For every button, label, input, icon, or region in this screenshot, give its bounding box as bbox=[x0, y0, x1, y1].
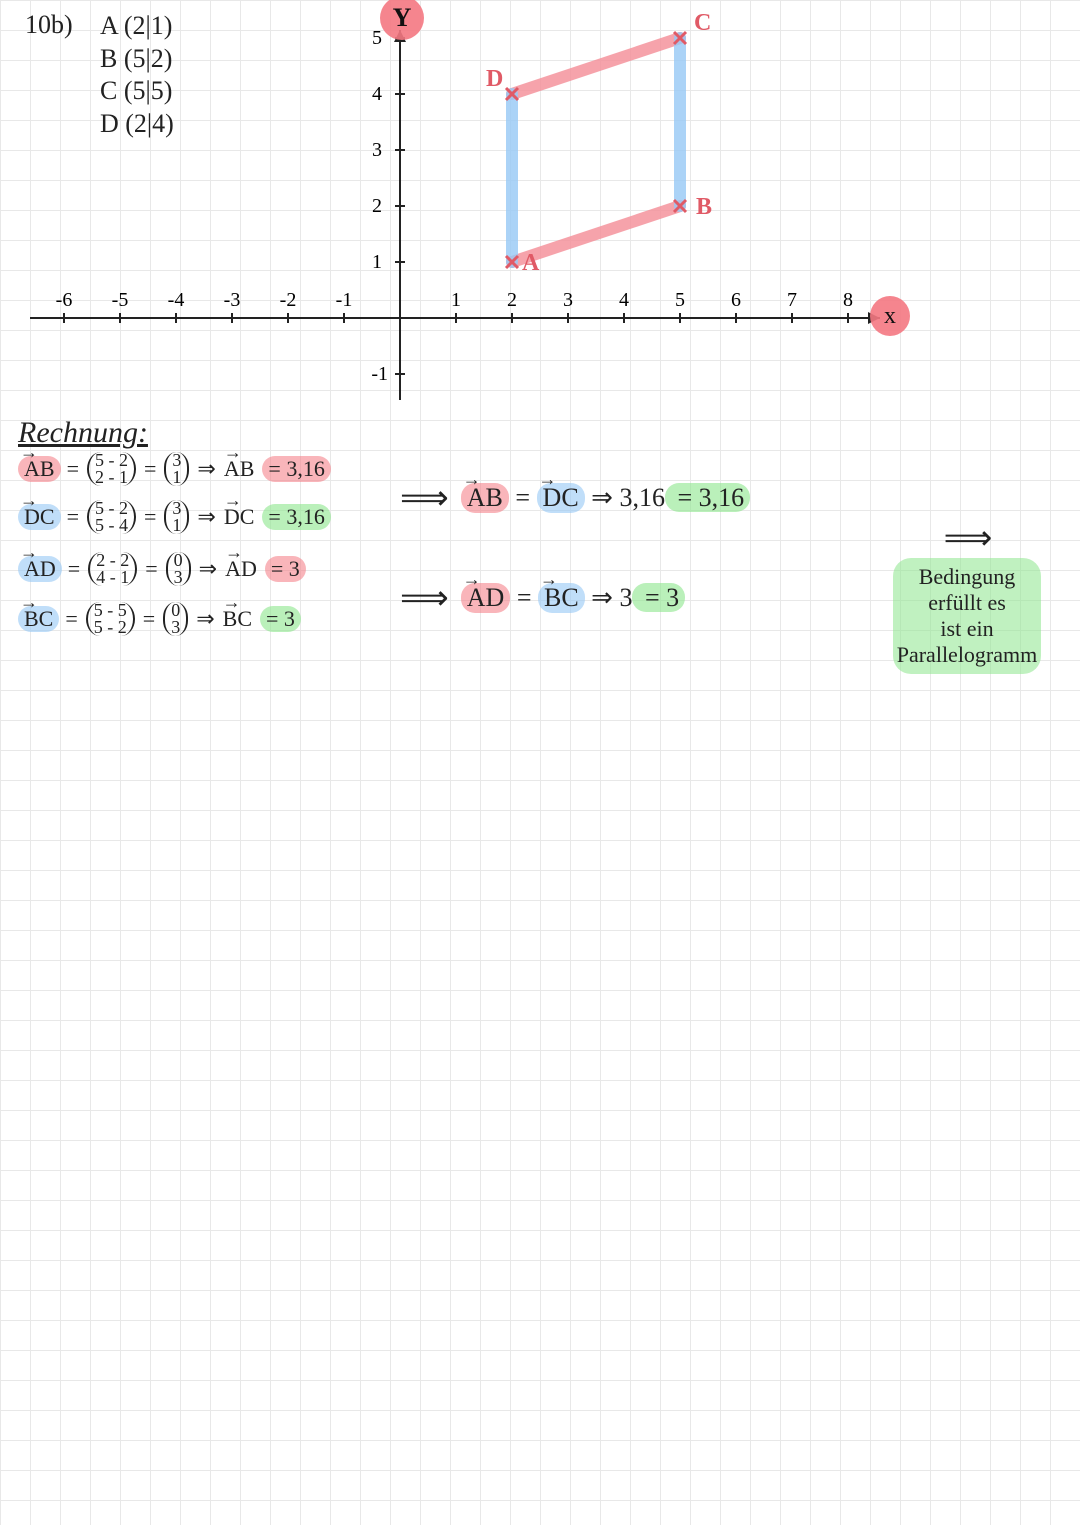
implies-icon: ⇒ bbox=[585, 583, 620, 612]
coordinate-chart: -6 -5 -4 -3 -2 -1 1 2 3 4 5 6 7 8 1 2 3 4 5 -1 A B C D bbox=[0, 0, 1080, 420]
vector-label: AB bbox=[222, 456, 257, 482]
conclusion-line: Parallelogramm bbox=[897, 642, 1038, 667]
svg-text:-3: -3 bbox=[224, 289, 241, 311]
value: = 3 bbox=[632, 583, 685, 612]
implies-icon: ⇒ bbox=[196, 606, 214, 632]
vector-label: AB bbox=[18, 456, 61, 482]
magnitude-value: = 3,16 bbox=[262, 456, 330, 482]
equals: = bbox=[145, 556, 157, 582]
implies-icon: ⇒ bbox=[197, 456, 215, 482]
equals: = bbox=[68, 556, 80, 582]
svg-text:-4: -4 bbox=[168, 289, 185, 311]
conclusion-line: ist ein bbox=[940, 616, 993, 641]
svg-text:2: 2 bbox=[372, 195, 382, 217]
equals: = bbox=[65, 606, 77, 632]
vector-label: AD bbox=[461, 583, 511, 613]
vector-label: AB bbox=[461, 483, 509, 513]
vector-label: DC bbox=[18, 504, 61, 530]
calc-column: 5 - 25 - 4 bbox=[87, 500, 136, 534]
conclusion-line: erfüllt es bbox=[928, 590, 1006, 615]
result-column: 03 bbox=[163, 602, 188, 636]
svg-text:B: B bbox=[696, 194, 712, 220]
equals: = bbox=[509, 483, 537, 512]
comparison-ab-dc: ⟹ AB = DC ⇒ 3,16 = 3,16 bbox=[400, 478, 750, 518]
svg-text:1: 1 bbox=[451, 289, 461, 311]
equals: = bbox=[510, 583, 538, 612]
svg-text:D: D bbox=[486, 66, 503, 92]
vector-label: BC bbox=[221, 606, 254, 632]
result-column: 31 bbox=[164, 500, 189, 534]
svg-text:5: 5 bbox=[372, 27, 382, 49]
implies-icon: ⇒ bbox=[197, 504, 215, 530]
equals: = bbox=[67, 456, 79, 482]
svg-text:A: A bbox=[522, 250, 540, 276]
equation-ad: AD=2 - 24 - 1=03⇒AD= 3 bbox=[18, 552, 306, 586]
calc-column: 5 - 55 - 2 bbox=[86, 602, 135, 636]
vector-label: DC bbox=[222, 504, 257, 530]
result-column: 03 bbox=[166, 552, 191, 586]
comparison-ad-bc: ⟹ AD = BC ⇒ 3 = 3 bbox=[400, 578, 685, 618]
equals: = bbox=[144, 504, 156, 530]
magnitude-value: = 3,16 bbox=[262, 504, 330, 530]
equals: = bbox=[67, 504, 79, 530]
x-axis-label: x bbox=[870, 296, 910, 336]
svg-text:2: 2 bbox=[507, 289, 517, 311]
vector-label: BC bbox=[18, 606, 59, 632]
svg-text:-6: -6 bbox=[56, 289, 73, 311]
svg-text:C: C bbox=[694, 10, 711, 36]
magnitude-value: = 3 bbox=[260, 606, 301, 632]
svg-text:8: 8 bbox=[843, 289, 853, 311]
svg-text:-1: -1 bbox=[371, 363, 388, 385]
svg-text:4: 4 bbox=[372, 83, 382, 105]
svg-text:-2: -2 bbox=[280, 289, 297, 311]
calc-column: 2 - 24 - 1 bbox=[88, 552, 137, 586]
svg-text:1: 1 bbox=[372, 251, 382, 273]
vector-label: BC bbox=[538, 583, 585, 613]
equals: = bbox=[143, 606, 155, 632]
vector-label: DC bbox=[537, 483, 585, 513]
svg-text:7: 7 bbox=[787, 289, 797, 311]
value: 3 bbox=[619, 583, 632, 612]
svg-text:5: 5 bbox=[675, 289, 685, 311]
equation-dc: DC=5 - 25 - 4=31⇒DC= 3,16 bbox=[18, 500, 331, 534]
svg-text:3: 3 bbox=[563, 289, 573, 311]
conclusion-line: Bedingung bbox=[919, 564, 1016, 589]
implies-arrow-icon: ⟹ bbox=[400, 578, 447, 618]
implies-icon: ⇒ bbox=[199, 556, 217, 582]
vector-label: AD bbox=[18, 556, 62, 582]
equation-ab: AB=5 - 22 - 1=31⇒AB= 3,16 bbox=[18, 452, 331, 486]
equals: = bbox=[144, 456, 156, 482]
svg-text:-5: -5 bbox=[112, 289, 129, 311]
implies-arrow-icon: ⟹ bbox=[944, 520, 991, 557]
implies-arrow-icon: ⟹ bbox=[400, 478, 447, 518]
svg-text:3: 3 bbox=[372, 139, 382, 161]
svg-text:6: 6 bbox=[731, 289, 741, 311]
vector-label: AD bbox=[223, 556, 259, 582]
implies-icon: ⇒ bbox=[585, 483, 620, 512]
calc-column: 5 - 22 - 1 bbox=[87, 452, 136, 486]
svg-text:-1: -1 bbox=[336, 289, 353, 311]
result-column: 31 bbox=[164, 452, 189, 486]
conclusion-text: ⟹ Bedingung erfüllt es ist ein Parallelo… bbox=[872, 518, 1062, 674]
value: = 3,16 bbox=[665, 483, 750, 512]
svg-text:4: 4 bbox=[619, 289, 629, 311]
magnitude-value: = 3 bbox=[265, 556, 306, 582]
equation-bc: BC=5 - 55 - 2=03⇒BC= 3 bbox=[18, 602, 301, 636]
value: 3,16 bbox=[619, 483, 665, 512]
